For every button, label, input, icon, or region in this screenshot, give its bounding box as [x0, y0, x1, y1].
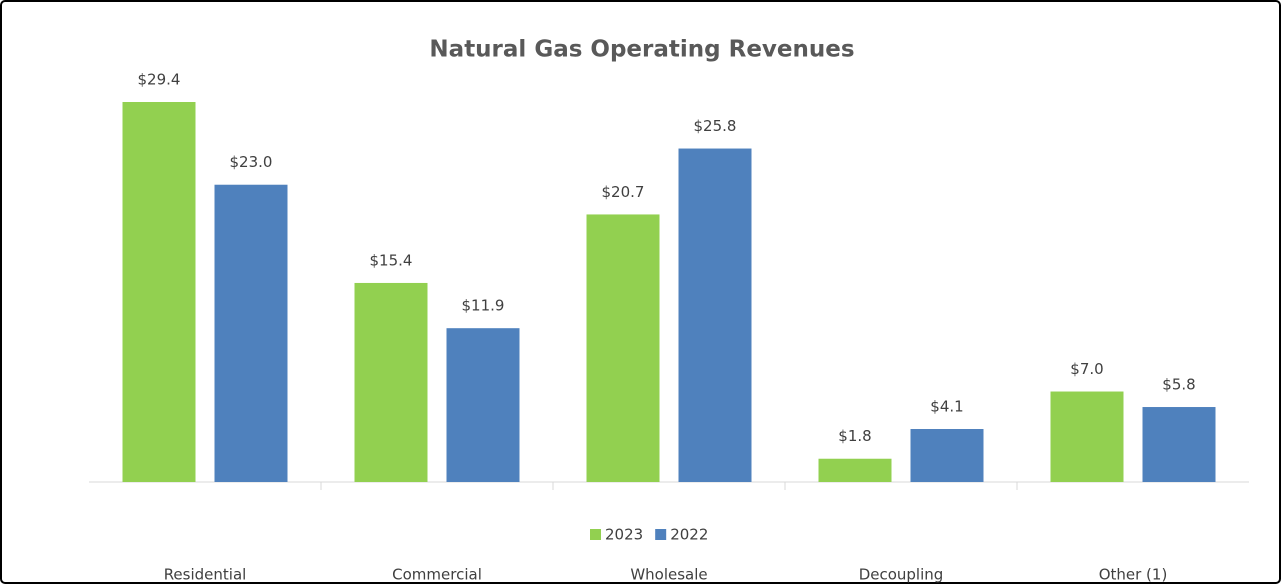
data-label: $25.8 — [694, 117, 737, 135]
bar — [446, 328, 520, 482]
data-label: $29.4 — [138, 71, 181, 89]
data-label: $11.9 — [462, 297, 505, 315]
legend-label: 2022 — [670, 526, 708, 544]
bar — [586, 214, 660, 482]
x-tick-label: Wholesale — [630, 566, 707, 584]
data-label: $4.1 — [930, 398, 963, 416]
bar — [122, 102, 196, 482]
bar — [354, 282, 428, 482]
bar — [910, 429, 984, 482]
bar — [818, 458, 892, 482]
data-label: $5.8 — [1162, 376, 1195, 394]
chart-title: Natural Gas Operating Revenues — [429, 37, 854, 63]
x-tick-label: Commercial — [392, 566, 482, 584]
legend-swatch — [590, 529, 601, 540]
x-tick-label: Decoupling — [859, 566, 944, 584]
x-tick-label: Residential — [164, 566, 247, 584]
data-label: $20.7 — [602, 183, 645, 201]
x-tick-label: Other (1) — [1099, 566, 1168, 584]
bar — [1142, 407, 1216, 482]
legend-swatch — [655, 529, 667, 540]
data-label: $23.0 — [230, 153, 273, 171]
bar — [678, 148, 752, 482]
bar — [214, 184, 288, 483]
legend-label: 2023 — [605, 526, 643, 544]
data-label: $7.0 — [1070, 360, 1103, 378]
data-label: $15.4 — [370, 251, 413, 269]
data-label: $1.8 — [838, 427, 871, 445]
bar — [1050, 391, 1124, 482]
